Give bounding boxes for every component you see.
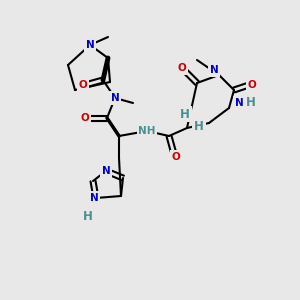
Text: O: O [81, 113, 89, 123]
Text: N: N [90, 193, 98, 203]
Text: O: O [248, 80, 256, 90]
Text: O: O [178, 63, 186, 73]
Text: NH: NH [138, 126, 156, 136]
Text: N: N [102, 166, 110, 176]
Text: N: N [210, 65, 218, 75]
Text: H: H [180, 107, 190, 121]
Text: H: H [83, 209, 93, 223]
Text: O: O [79, 80, 87, 90]
Text: O: O [172, 152, 180, 162]
Text: N: N [235, 98, 243, 108]
Text: N: N [111, 93, 119, 103]
Text: N: N [85, 40, 94, 50]
Text: H: H [246, 97, 256, 110]
Text: H: H [194, 119, 204, 133]
